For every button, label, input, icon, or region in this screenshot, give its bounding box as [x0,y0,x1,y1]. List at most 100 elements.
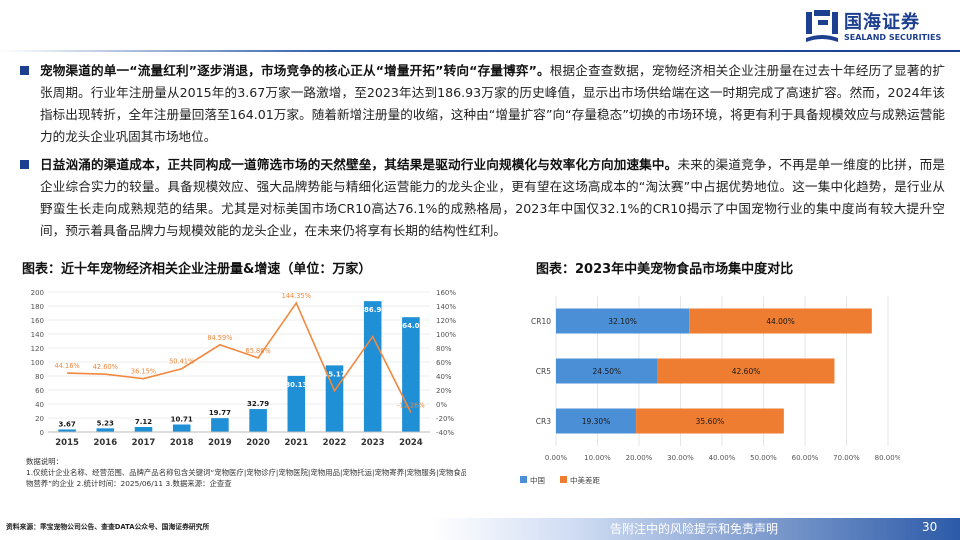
x-tick-label: 2023 [361,438,385,448]
y2-tick-label: -20% [436,415,454,423]
bar-value-label: 5.23 [97,419,114,427]
y2-tick-label: 140% [436,303,456,311]
bar-segment [556,358,658,384]
y2-tick-label: 80% [436,345,452,353]
y-tick-label: 80 [35,373,44,381]
bar-segment [556,408,637,434]
bar [249,409,267,432]
chart-note-line: 1.仅统计企业名称、经营范围、品牌产品名称包含关键词“宠物医疗|宠物诊疗|宠物医… [26,468,466,477]
page-number: 30 [922,520,938,534]
paragraph-channel-traffic: 宠物渠道的单一“流量红利”逐步消退，市场竞争的核心正从“增量开拓”转向“存量博弈… [20,60,945,148]
paragraph-text: 根据企查查数据，宠物经济相关企业注册量在过去十年经历了显著的扩张周期。行业年注册… [40,63,945,144]
bar [172,424,191,432]
sealand-logo-icon [806,10,838,42]
bar-value-label: 10.71 [171,416,193,424]
registrations-chart-panel: 0 20 40 60 80 100 120 140 160 180 200 -40% -20% 0% 20%… [18,280,468,518]
bar-segment [689,308,872,334]
bar [96,428,115,432]
footer-bar [0,518,960,540]
y-tick-label: 120 [31,345,44,353]
x-tick-label: 20.00% [626,454,653,462]
x-tick-label: 10.00% [584,454,611,462]
y2-tick-label: 120% [436,317,456,325]
x-tick-label: 2018 [170,438,194,448]
growth-value-label: 42.60% [93,363,118,371]
x-tick-label: 40.00% [709,454,736,462]
bar [134,427,153,432]
header-divider [0,50,960,52]
bar-value-label: 24.50% [593,367,622,376]
growth-value-label: 44.16% [55,362,80,370]
legend-label: 中国 [530,475,545,485]
x-tick-label: 2016 [93,438,117,448]
y-category-label: CR10 [531,317,551,326]
chart-title-registrations: 图表：近十年宠物经济相关企业注册量&增速（单位：万家） [22,262,372,277]
x-tick-label: 2019 [208,438,232,448]
y-tick-label: 180 [31,303,44,311]
registrations-chart: 0 20 40 60 80 100 120 140 160 180 200 -40% -20% 0% 20%… [31,289,457,448]
x-tick-label: 80.00% [875,454,900,462]
chart-notes: 数据说明： 1.仅统计企业名称、经营范围、品牌产品名称包含关键词“宠物医疗|宠物… [26,456,466,489]
growth-value-label: 65.86% [246,347,271,355]
y2-tick-label: 60% [436,359,452,367]
y-category-label: CR3 [536,417,551,426]
x-tick-label: 0.00% [545,454,568,462]
y-tick-label: 40 [35,401,44,409]
x-tick-label: 2015 [55,438,79,448]
x-tick-label: 2021 [284,438,308,448]
paragraph-body: 日益汹涌的渠道成本，正共同构成一道筛选市场的天然壁垒，其结果是驱动行业向规模化与… [20,154,945,242]
bar [402,317,420,432]
bar [58,429,76,432]
y-tick-label: 100 [31,359,44,367]
bar-value-label: 32.79 [247,400,269,408]
growth-value-label: 144.35% [282,292,311,300]
paragraph-lead: 日益汹涌的渠道成本，正共同构成一道筛选市场的天然壁垒，其结果是驱动行业向规模化与… [40,157,678,172]
y-category-label: CR5 [536,367,551,376]
bar-value-label: 95.17 [323,370,345,378]
growth-value-label: -12.26% [397,402,425,410]
growth-value-label: 50.41% [169,358,194,366]
bar-value-label: 19.30% [582,417,611,426]
concentration-chart: 0.00% 10.00% 20.00% 30.00% 40.00% 50.00% 60.00… [520,296,900,485]
y2-tick-label: 160% [436,289,456,297]
logo-text-en: SEALAND SECURITIES [844,33,942,42]
growth-value-label: 84.59% [207,334,232,342]
bar-value-label: 186.93 [359,306,386,314]
bar-value-label: 3.67 [58,420,75,428]
bar-segment [657,358,835,384]
bar-value-label: 35.60% [696,417,725,426]
logo-text-cn: 国海证券 [844,12,920,33]
y2-tick-label: 40% [436,373,452,381]
bar-value-label: 80.13 [285,381,307,389]
x-tick-label: 60.00% [792,454,819,462]
x-tick-label: 70.00% [833,454,860,462]
bar [363,301,382,432]
y-tick-label: 0 [40,429,44,437]
x-tick-label: 2020 [246,438,270,448]
x-tick-label: 2022 [323,438,347,448]
footer-disclaimer: 告附注中的风险提示和免责声明 [610,522,779,536]
y-tick-label: 160 [31,317,44,325]
paragraph-text: 未来的渠道竞争，不再是单一维度的比拼，而是企业综合实力的较量。具备规模效应、强大… [40,157,946,238]
x-tick-label: 2017 [132,438,156,448]
y-tick-label: 200 [31,289,44,297]
y-tick-label: 20 [35,415,44,423]
square-bullet-icon [20,66,29,75]
bar-value-label: 42.60% [732,367,761,376]
legend-label: 中美差距 [570,475,600,485]
y2-tick-label: 20% [436,387,452,395]
y-tick-label: 60 [35,387,44,395]
growth-value-label: 36.15% [131,368,156,376]
legend-swatch [520,476,527,483]
growth-line [67,301,412,413]
y2-tick-label: 0% [436,401,447,409]
paragraph-lead: 宠物渠道的单一“流量红利”逐步消退，市场竞争的核心正从“增量开拓”转向“存量博弈… [40,63,550,78]
bar-segment [636,408,784,434]
bar-value-label: 32.10% [608,317,637,326]
x-tick-label: 2024 [399,438,423,448]
chart-note-line: 数据说明： [26,457,63,466]
bar [211,418,229,432]
bar-value-label: 44.00% [766,317,795,326]
footer-source: 资料来源：乖宝宠物公司公告、查查DATA公众号、国海证券研究所 [6,523,210,531]
y2-tick-label: -40% [436,429,454,437]
